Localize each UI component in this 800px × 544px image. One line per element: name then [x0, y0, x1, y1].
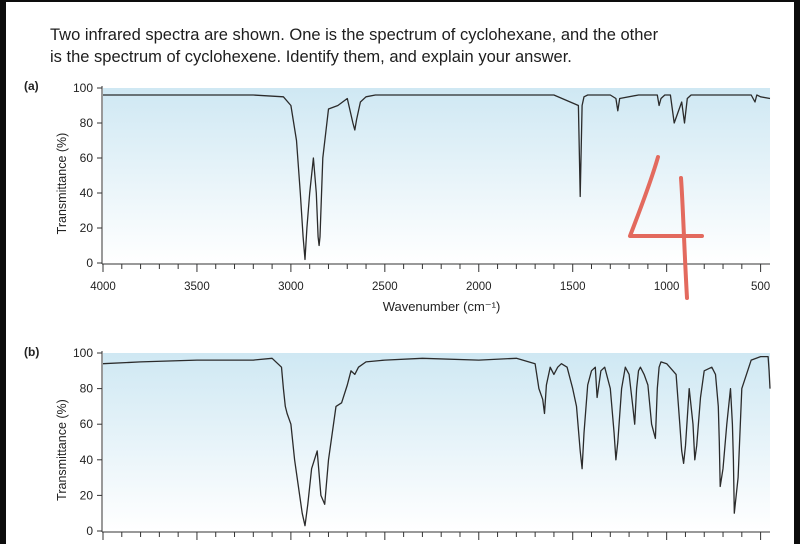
y-tick-label: 100 — [73, 346, 93, 360]
x-tick-label: 2000 — [466, 281, 492, 293]
y-tick-label: 60 — [80, 151, 94, 165]
spectrum-panel-b: (b) 0 20 40 60 80 100 Transmittance (%) — [24, 345, 771, 540]
y-tick-label: 0 — [86, 256, 93, 270]
question-line-2: is the spectrum of cyclohexene. Identify… — [50, 48, 572, 66]
x-axis-label: Wavenumber (cm⁻¹) — [383, 299, 501, 314]
x-tick-label: 1000 — [654, 281, 680, 293]
handwritten-four-mark — [628, 155, 704, 300]
x-tick-label: 2500 — [372, 281, 398, 293]
y-axis-label: Transmittance (%) — [55, 133, 69, 235]
plot-area — [103, 353, 770, 531]
y-tick-label: 20 — [80, 221, 94, 235]
spectrum-panel-a: (a) 0 20 40 60 80 100 Transmittance (%) 4000 3500… — [24, 79, 770, 314]
x-tick-label: 3500 — [184, 281, 210, 293]
spectrum-trace — [103, 94, 771, 261]
handwritten-annotation — [628, 155, 704, 300]
x-tick-label: 1500 — [560, 281, 586, 293]
x-tick-label: 500 — [751, 281, 770, 293]
panel-label: (a) — [24, 79, 39, 93]
y-axis-label: Transmittance (%) — [55, 399, 69, 501]
y-tick-label: 0 — [86, 524, 93, 538]
plot-area — [103, 88, 770, 263]
spectrum-trace — [102, 355, 771, 527]
y-tick-label: 20 — [80, 488, 94, 502]
y-tick-label: 60 — [80, 417, 94, 431]
y-tick-label: 80 — [80, 382, 94, 396]
y-tick-label: 40 — [80, 186, 94, 200]
y-tick-label: 80 — [80, 116, 94, 130]
y-tick-label: 40 — [80, 453, 94, 467]
question-text: Two infrared spectra are shown. One is t… — [50, 24, 750, 68]
x-tick-label: 4000 — [90, 281, 116, 293]
panel-label: (b) — [24, 345, 39, 359]
question-line-1: Two infrared spectra are shown. One is t… — [50, 26, 659, 44]
y-tick-label: 100 — [73, 81, 93, 95]
x-tick-label: 3000 — [278, 281, 304, 293]
